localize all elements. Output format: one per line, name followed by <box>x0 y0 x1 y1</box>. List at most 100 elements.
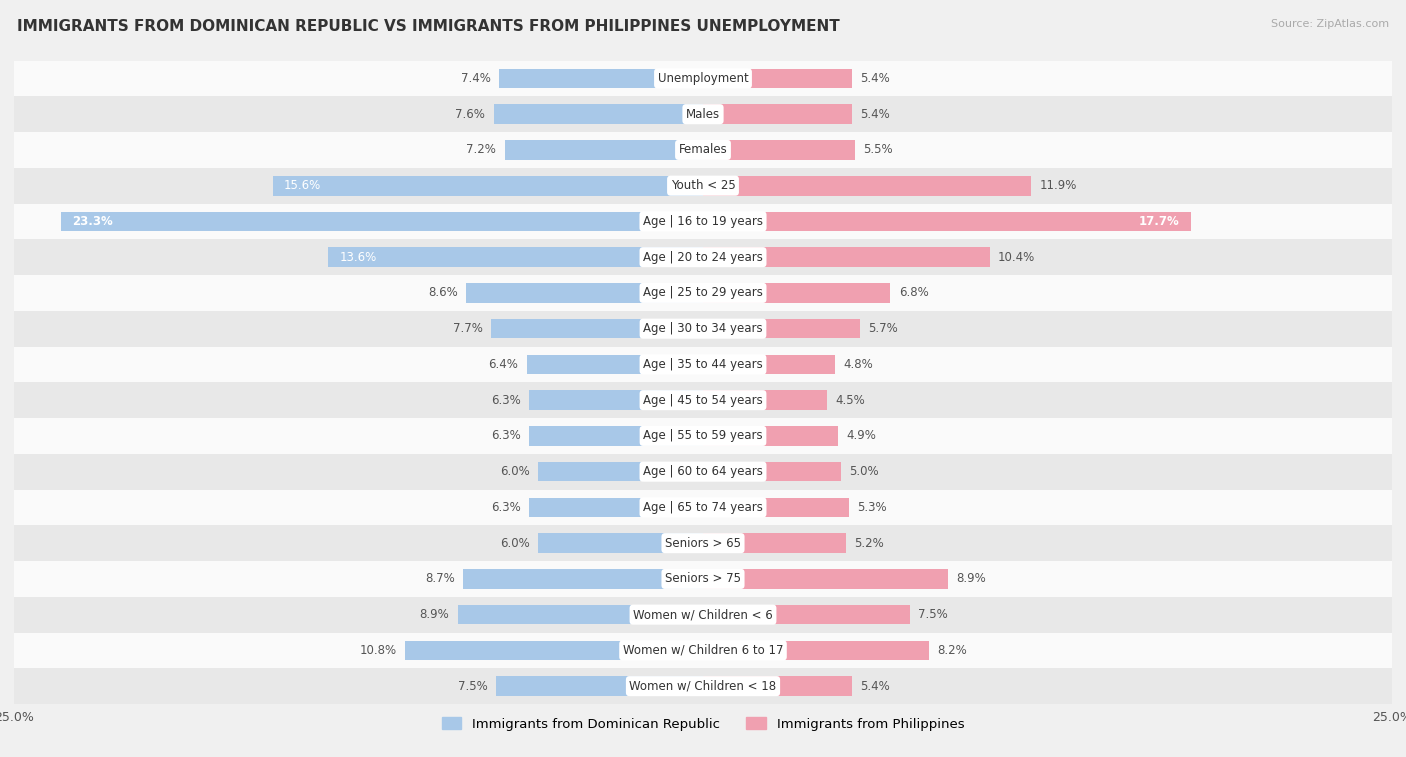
Text: 5.3%: 5.3% <box>858 501 887 514</box>
Bar <box>14 382 1392 418</box>
Text: Seniors > 65: Seniors > 65 <box>665 537 741 550</box>
Bar <box>328 248 703 267</box>
Bar <box>14 275 1392 311</box>
Bar <box>527 354 703 374</box>
Text: Age | 20 to 24 years: Age | 20 to 24 years <box>643 251 763 263</box>
Text: 5.2%: 5.2% <box>855 537 884 550</box>
Text: 5.0%: 5.0% <box>849 465 879 478</box>
Text: 8.6%: 8.6% <box>427 286 458 300</box>
Text: Unemployment: Unemployment <box>658 72 748 85</box>
Text: Age | 35 to 44 years: Age | 35 to 44 years <box>643 358 763 371</box>
Text: 8.9%: 8.9% <box>956 572 986 585</box>
Bar <box>703 319 860 338</box>
Bar <box>530 391 703 410</box>
Text: 15.6%: 15.6% <box>284 179 322 192</box>
Bar <box>14 347 1392 382</box>
Text: 4.8%: 4.8% <box>844 358 873 371</box>
Bar <box>14 633 1392 668</box>
Text: 13.6%: 13.6% <box>339 251 377 263</box>
Text: 6.8%: 6.8% <box>898 286 928 300</box>
Bar <box>14 311 1392 347</box>
Bar <box>14 418 1392 453</box>
Text: 8.2%: 8.2% <box>938 644 967 657</box>
Text: Females: Females <box>679 143 727 157</box>
Bar <box>14 168 1392 204</box>
Bar <box>703 605 910 625</box>
Text: 8.9%: 8.9% <box>420 608 450 621</box>
Bar <box>491 319 703 338</box>
Text: 4.9%: 4.9% <box>846 429 876 442</box>
Bar <box>537 534 703 553</box>
Text: 7.5%: 7.5% <box>458 680 488 693</box>
Text: Age | 55 to 59 years: Age | 55 to 59 years <box>643 429 763 442</box>
Text: 7.7%: 7.7% <box>453 322 482 335</box>
Bar <box>14 525 1392 561</box>
Text: 8.7%: 8.7% <box>425 572 456 585</box>
Bar <box>703 676 852 696</box>
Bar <box>703 462 841 481</box>
Bar <box>14 490 1392 525</box>
Text: 17.7%: 17.7% <box>1139 215 1180 228</box>
Bar <box>703 640 929 660</box>
Bar <box>14 61 1392 96</box>
Text: 11.9%: 11.9% <box>1039 179 1077 192</box>
Text: 7.2%: 7.2% <box>467 143 496 157</box>
Text: Age | 16 to 19 years: Age | 16 to 19 years <box>643 215 763 228</box>
Text: 6.0%: 6.0% <box>499 537 530 550</box>
Bar <box>14 597 1392 633</box>
Bar <box>60 212 703 231</box>
Text: 5.7%: 5.7% <box>869 322 898 335</box>
Text: 4.5%: 4.5% <box>835 394 865 407</box>
Bar <box>14 668 1392 704</box>
Text: 6.4%: 6.4% <box>488 358 519 371</box>
Bar <box>703 69 852 89</box>
Bar <box>499 69 703 89</box>
Bar <box>703 497 849 517</box>
Text: 5.5%: 5.5% <box>863 143 893 157</box>
Text: 6.3%: 6.3% <box>491 394 522 407</box>
Text: 10.4%: 10.4% <box>998 251 1035 263</box>
Text: 5.4%: 5.4% <box>860 72 890 85</box>
Bar <box>14 453 1392 490</box>
Bar <box>14 204 1392 239</box>
Bar <box>537 462 703 481</box>
Text: Age | 25 to 29 years: Age | 25 to 29 years <box>643 286 763 300</box>
Text: 23.3%: 23.3% <box>72 215 112 228</box>
Bar <box>463 569 703 589</box>
Text: 7.5%: 7.5% <box>918 608 948 621</box>
Text: Women w/ Children < 6: Women w/ Children < 6 <box>633 608 773 621</box>
Text: 6.3%: 6.3% <box>491 429 522 442</box>
Bar <box>14 561 1392 597</box>
Text: Age | 30 to 34 years: Age | 30 to 34 years <box>643 322 763 335</box>
Text: Age | 45 to 54 years: Age | 45 to 54 years <box>643 394 763 407</box>
Bar <box>465 283 703 303</box>
Text: IMMIGRANTS FROM DOMINICAN REPUBLIC VS IMMIGRANTS FROM PHILIPPINES UNEMPLOYMENT: IMMIGRANTS FROM DOMINICAN REPUBLIC VS IM… <box>17 19 839 34</box>
Bar <box>530 426 703 446</box>
Text: Males: Males <box>686 107 720 120</box>
Text: Age | 60 to 64 years: Age | 60 to 64 years <box>643 465 763 478</box>
Text: 7.6%: 7.6% <box>456 107 485 120</box>
Bar <box>703 534 846 553</box>
Bar <box>458 605 703 625</box>
Text: 7.4%: 7.4% <box>461 72 491 85</box>
Bar <box>273 176 703 195</box>
Bar <box>505 140 703 160</box>
Bar <box>703 283 890 303</box>
Bar <box>703 212 1191 231</box>
Text: 5.4%: 5.4% <box>860 680 890 693</box>
Bar <box>703 248 990 267</box>
Bar <box>405 640 703 660</box>
Text: 5.4%: 5.4% <box>860 107 890 120</box>
Bar <box>14 96 1392 132</box>
Bar <box>703 354 835 374</box>
Bar <box>703 391 827 410</box>
Legend: Immigrants from Dominican Republic, Immigrants from Philippines: Immigrants from Dominican Republic, Immi… <box>436 712 970 736</box>
Text: 6.0%: 6.0% <box>499 465 530 478</box>
Bar <box>14 132 1392 168</box>
Text: Seniors > 75: Seniors > 75 <box>665 572 741 585</box>
Bar <box>703 176 1031 195</box>
Bar <box>703 104 852 124</box>
Text: Women w/ Children 6 to 17: Women w/ Children 6 to 17 <box>623 644 783 657</box>
Bar <box>530 497 703 517</box>
Bar <box>494 104 703 124</box>
